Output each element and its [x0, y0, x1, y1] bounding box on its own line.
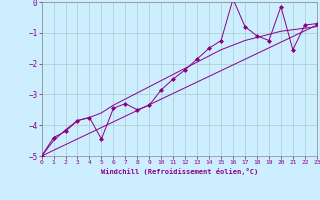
X-axis label: Windchill (Refroidissement éolien,°C): Windchill (Refroidissement éolien,°C): [100, 168, 258, 175]
